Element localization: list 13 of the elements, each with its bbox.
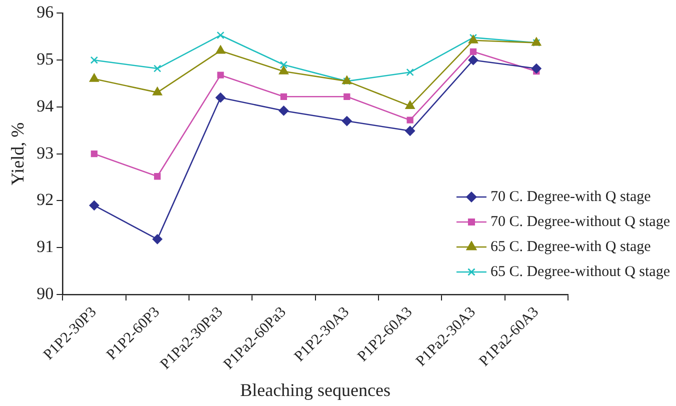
y-tick-label: 90 [36,284,54,303]
y-tick-label: 95 [36,50,54,69]
x-axis-title: Bleaching sequences [240,380,391,400]
y-tick-label: 92 [36,190,54,210]
y-tick-label: 96 [36,2,54,22]
y-tick-label: 94 [36,96,54,116]
y-tick-label: 93 [36,143,54,162]
legend-label: 70 C. Degree-with Q stage [490,188,652,205]
legend-label: 70 C. Degree-without Q stage [490,214,670,230]
legend-label: 65 C. Degree-without Q stage [490,264,670,280]
y-tick-label: 91 [36,237,54,256]
y-axis-title: Yield, % [8,122,28,186]
legend-label: 65 C. Degree-with Q stage [490,238,652,255]
